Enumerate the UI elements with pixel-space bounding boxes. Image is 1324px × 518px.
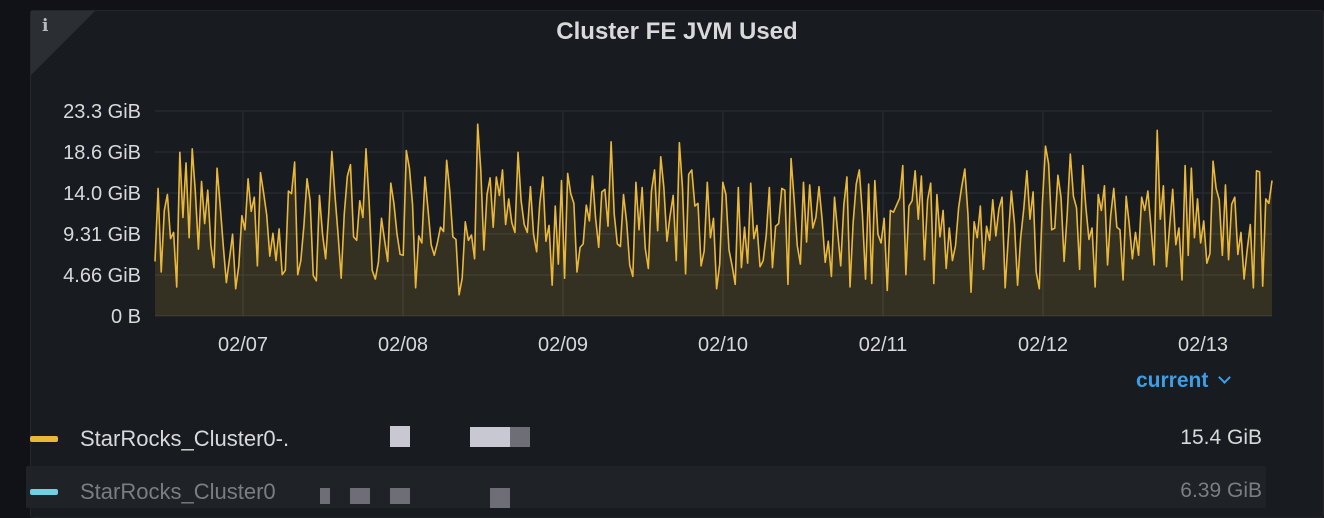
x-tick-label: 02/13 xyxy=(1178,334,1228,356)
info-icon[interactable]: i xyxy=(42,16,49,36)
legend-item[interactable]: StarRocks_Cluster0-. 15.4 GiB xyxy=(26,418,1266,460)
y-tick-label: 9.31 GiB xyxy=(63,224,141,246)
legend-sort-toggle[interactable]: current xyxy=(1136,369,1232,393)
redaction-block xyxy=(320,488,330,504)
chevron-down-icon xyxy=(1218,371,1232,384)
x-tick-label: 02/09 xyxy=(538,334,588,356)
legend-mode-label: current xyxy=(1136,369,1209,392)
redaction-block xyxy=(390,426,410,447)
legend-series-value: 15.4 GiB xyxy=(1180,426,1262,449)
redaction-block xyxy=(510,427,530,447)
redaction-block xyxy=(490,488,510,508)
series-color-swatch xyxy=(30,489,58,495)
y-tick-label: 4.66 GiB xyxy=(63,265,141,287)
y-tick-label: 18.6 GiB xyxy=(63,142,141,164)
x-tick-label: 02/11 xyxy=(859,334,908,356)
redaction-block xyxy=(470,427,510,447)
legend-item[interactable]: StarRocks_Cluster0 6.39 GiB xyxy=(26,466,1266,508)
legend-series-name: StarRocks_Cluster0-. xyxy=(80,426,290,451)
series-line xyxy=(154,123,1273,296)
redaction-block xyxy=(390,488,410,504)
chart-canvas[interactable]: 0 B 4.66 GiB 9.31 GiB 14.0 GiB 18.6 GiB 23.3 … xyxy=(0,0,1324,370)
series-color-swatch xyxy=(30,436,58,442)
panel-info-corner[interactable] xyxy=(31,11,95,75)
legend-series-value: 6.39 GiB xyxy=(1180,479,1262,502)
legend-series-name: StarRocks_Cluster0 xyxy=(80,479,276,504)
panel-title[interactable]: Cluster FE JVM Used xyxy=(556,18,798,45)
y-tick-label: 0 B xyxy=(111,306,141,328)
y-tick-label: 23.3 GiB xyxy=(63,101,141,123)
y-tick-label: 14.0 GiB xyxy=(63,183,141,205)
x-tick-label: 02/10 xyxy=(698,334,748,356)
redaction-block xyxy=(350,488,370,504)
x-tick-label: 02/07 xyxy=(218,334,268,356)
x-tick-label: 02/08 xyxy=(378,334,428,356)
x-tick-label: 02/12 xyxy=(1018,334,1068,356)
